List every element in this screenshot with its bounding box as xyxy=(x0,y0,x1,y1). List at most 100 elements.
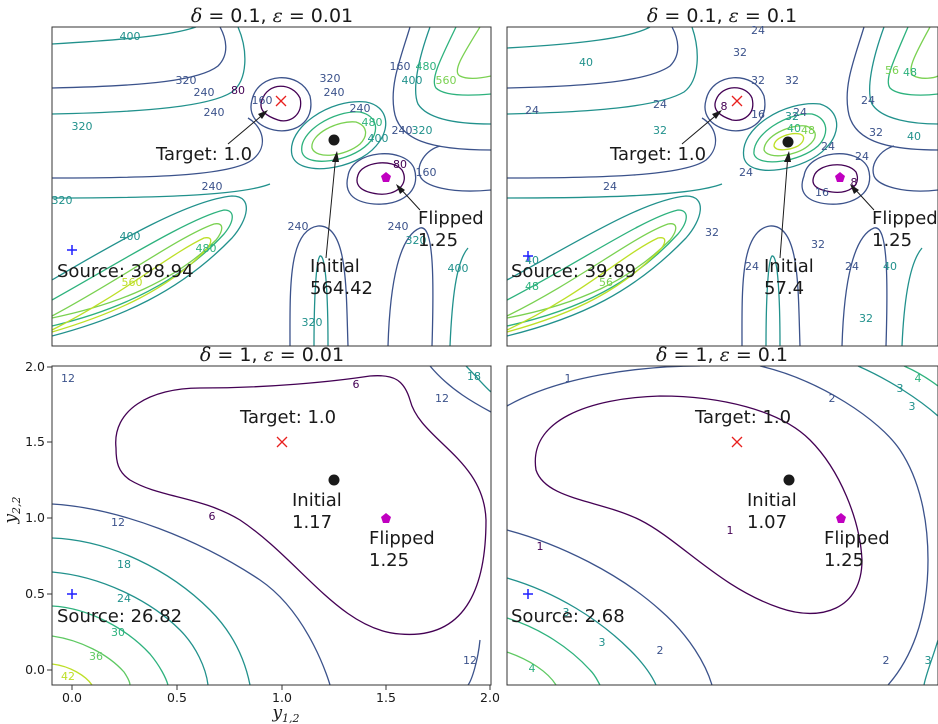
panel-2-clabel: 32 xyxy=(653,124,667,137)
target-marker xyxy=(731,436,743,448)
initial-arrow xyxy=(325,153,337,259)
panel-3-clabel: 36 xyxy=(89,650,103,663)
panel-3-clabel: 12 xyxy=(111,516,125,529)
panel-3-contour-labels: 12 6 18 12 6 12 18 24 30 36 42 12 xyxy=(61,370,481,683)
panel-4-title: δ = 1, ε = 0.1 xyxy=(656,344,788,366)
panel-2-clabel: 24 xyxy=(861,94,875,107)
target-arrow xyxy=(227,111,267,145)
panel-3-clabel: 12 xyxy=(435,392,449,405)
panel-4-frame xyxy=(506,365,938,686)
panel-2-clabel: 32 xyxy=(869,126,883,139)
flipped-arrowhead xyxy=(396,184,405,194)
flipped-label: Flipped xyxy=(824,528,890,549)
panel-2-clabel: 40 xyxy=(883,260,897,273)
panel-1-clabel: 320 xyxy=(72,120,93,133)
panel-2-clabel: 24 xyxy=(653,98,667,111)
panel-4-clabel: 3 xyxy=(563,606,570,619)
panel-4-annotations: Source: 2.68 Target: 1.0 Initial 1.07 Fl… xyxy=(511,407,890,627)
panel-4-clabel: 1 xyxy=(537,540,544,553)
panel-4-clabel: 3 xyxy=(897,382,904,395)
initial-value: 1.17 xyxy=(292,512,332,533)
panel-1-clabel: 400 xyxy=(448,262,469,275)
initial-label: Initial xyxy=(747,490,797,511)
panel-3-annotations: Source: 26.82 Target: 1.0 Initial 1.17 F… xyxy=(57,407,435,627)
panel-3-clabel: 12 xyxy=(61,372,75,385)
panel-4-clabel: 3 xyxy=(599,636,606,649)
panel-2-clabel: 32 xyxy=(785,74,799,87)
panel-1-contours xyxy=(52,27,491,346)
initial-value: 57.4 xyxy=(764,278,804,299)
flipped-label: Flipped xyxy=(418,208,484,229)
panel-1-contour-labels: 400 320 240 240 320 240 320 400 480 560 … xyxy=(52,30,469,329)
panel-3-clabel: 42 xyxy=(61,670,75,683)
panel-1-clabel: 560 xyxy=(436,74,457,87)
panel-1-clabel: 240 xyxy=(324,86,345,99)
initial-label: Initial xyxy=(764,256,814,277)
flipped-label: Flipped xyxy=(369,528,435,549)
panel-4: δ = 1, ε = 0.1 1 2 3 4 3 1 1 3 3 2 4 xyxy=(506,344,938,686)
panel-2-clabel: 40 xyxy=(907,130,921,143)
panel-3-title: δ = 1, ε = 0.01 xyxy=(200,344,344,366)
panel-1-clabel: 320 xyxy=(302,316,323,329)
panel-1-clabel: 240 xyxy=(392,124,413,137)
panel-2-clabel: 24 xyxy=(855,150,869,163)
x-tick-label: 1.5 xyxy=(376,690,396,705)
y-tick-label: 0.0 xyxy=(25,662,45,677)
panel-2-clabel: 48 xyxy=(525,280,539,293)
target-arrow xyxy=(681,111,721,145)
panel-4-clabel: 1 xyxy=(727,524,734,537)
panel-4-clabel: 3 xyxy=(925,654,932,667)
panel-2-clabel: 32 xyxy=(733,46,747,59)
panel-1-title: δ = 0.1, ε = 0.01 xyxy=(191,5,353,27)
flipped-marker xyxy=(835,172,845,182)
target-label: Target: 1.0 xyxy=(155,144,252,165)
panel-3-clabel: 6 xyxy=(353,378,360,391)
panel-3-clabel: 18 xyxy=(117,558,131,571)
y-tick-label: 1.0 xyxy=(25,510,45,525)
panel-1-clabel: 240 xyxy=(388,220,409,233)
source-marker xyxy=(67,245,77,255)
panel-4-clabel: 1 xyxy=(565,372,572,385)
initial-label: Initial xyxy=(292,490,342,511)
target-marker xyxy=(731,95,743,107)
panel-1-clabel: 80 xyxy=(393,158,407,171)
panel-2-contours xyxy=(507,27,938,346)
source-label: Source: 2.68 xyxy=(511,606,625,627)
initial-marker xyxy=(328,474,340,486)
panel-4-clabel: 4 xyxy=(915,372,922,385)
panel-2-clabel: 32 xyxy=(859,312,873,325)
panel-2-clabel: 24 xyxy=(525,104,539,117)
x-tick-label: 2.0 xyxy=(480,690,500,705)
panel-4-contours xyxy=(507,366,938,685)
panel-4-clabel: 2 xyxy=(829,392,836,405)
panel-1-clabel: 320 xyxy=(176,74,197,87)
panel-3-x-axis: 0.0 0.5 1.0 1.5 2.0 y1,2 xyxy=(62,685,500,724)
flipped-marker xyxy=(836,513,846,523)
flipped-marker xyxy=(381,513,391,523)
target-marker xyxy=(275,95,287,107)
source-marker xyxy=(523,589,533,599)
panel-3-frame xyxy=(51,365,492,686)
panel-3-clabel: 18 xyxy=(467,370,481,383)
panel-1-clabel: 400 xyxy=(120,230,141,243)
source-label: Source: 398.94 xyxy=(57,261,194,282)
initial-marker xyxy=(328,134,340,146)
panel-2-clabel: 24 xyxy=(739,166,753,179)
panel-1-frame xyxy=(51,26,492,347)
initial-arrowhead xyxy=(784,151,791,162)
initial-value: 1.07 xyxy=(747,512,787,533)
initial-arrow xyxy=(779,153,789,259)
panel-1-clabel: 240 xyxy=(204,106,225,119)
panel-2-clabel: 24 xyxy=(845,260,859,273)
flipped-arrowhead xyxy=(850,184,859,194)
panel-2-clabel: 32 xyxy=(785,110,799,123)
y-tick-label: 2.0 xyxy=(25,359,45,374)
panel-2-clabel: 32 xyxy=(751,74,765,87)
panel-2-title: δ = 0.1, ε = 0.1 xyxy=(647,5,797,27)
x-axis-label: y1,2 xyxy=(271,703,299,724)
panel-2-clabel: 24 xyxy=(821,140,835,153)
panel-1-clabel: 160 xyxy=(390,60,411,73)
panel-1-clabel: 400 xyxy=(120,30,141,43)
panel-1-clabel: 240 xyxy=(202,180,223,193)
